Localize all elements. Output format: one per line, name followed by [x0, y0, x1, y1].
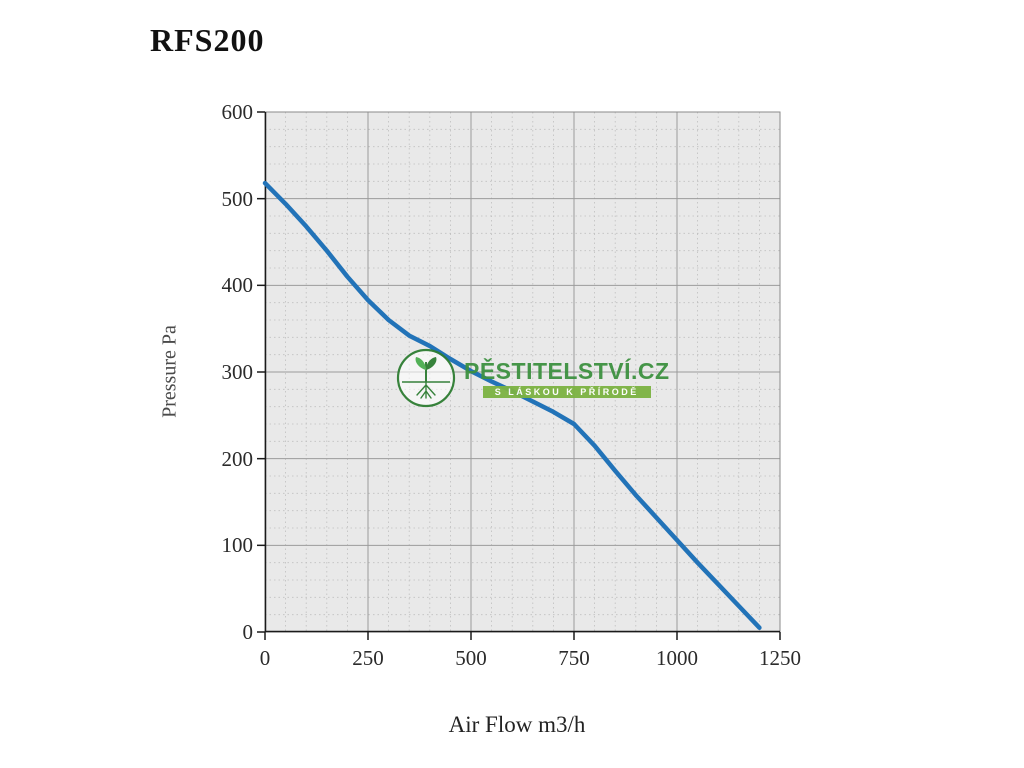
watermark: PĚSTITELSTVÍ.CZ S LÁSKOU K PŘÍRODĚ	[394, 346, 670, 410]
watermark-text: PĚSTITELSTVÍ.CZ S LÁSKOU K PŘÍRODĚ	[464, 358, 670, 398]
plot-svg	[257, 111, 781, 640]
x-axis-title: Air Flow m3/h	[448, 712, 586, 737]
y-axis-title: Pressure Pa	[158, 325, 181, 418]
plant-logo-icon	[396, 348, 456, 408]
y-tick-label: 300	[221, 360, 254, 384]
x-tick-label: 250	[352, 646, 384, 670]
x-tick-label: 0	[259, 646, 271, 670]
y-tick-label: 400	[221, 273, 254, 298]
y-tick-label: 500	[221, 186, 254, 211]
x-tick-label: 1250	[759, 646, 801, 670]
x-tick-label: 500	[455, 646, 487, 670]
watermark-brand: PĚSTITELSTVÍ.CZ	[464, 358, 670, 384]
plot-area	[257, 111, 781, 640]
x-tick-label: 750	[558, 646, 590, 670]
y-tick-label: 200	[221, 446, 254, 471]
watermark-tagline: S LÁSKOU K PŘÍRODĚ	[482, 386, 651, 398]
y-tick-label: 0	[242, 620, 254, 644]
y-tick-label: 100	[221, 533, 254, 558]
y-tick-label: 600	[221, 100, 254, 124]
chart-title: RFS200	[150, 22, 265, 58]
x-tick-label: 1000	[656, 646, 698, 670]
